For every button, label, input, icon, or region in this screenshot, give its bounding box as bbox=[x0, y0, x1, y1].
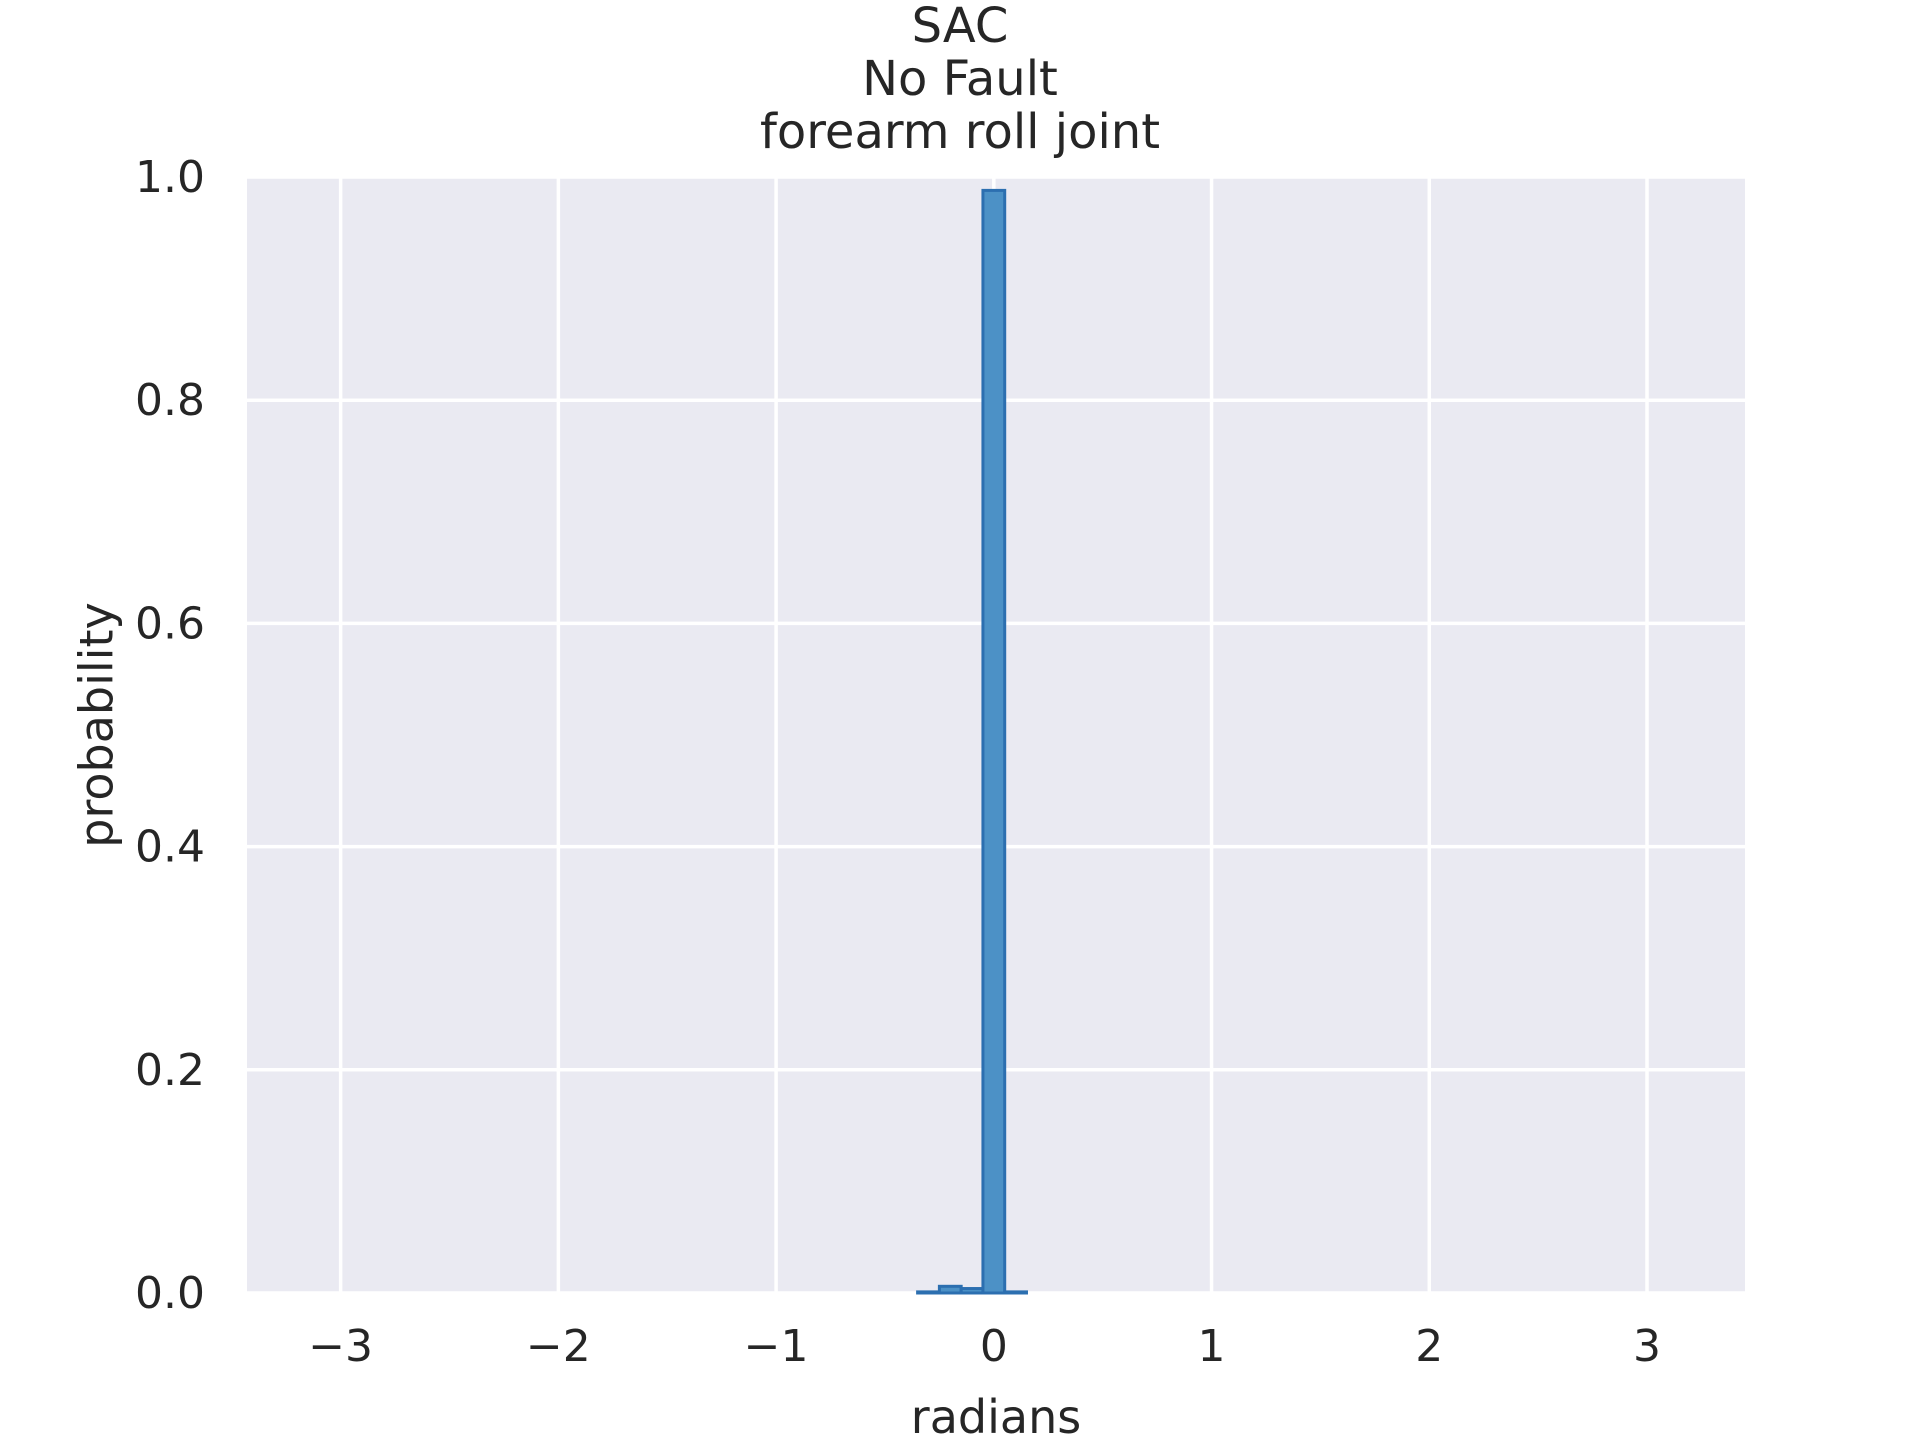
histogram-bar bbox=[916, 1290, 941, 1295]
x-tick-label: 2 bbox=[1415, 1321, 1443, 1372]
x-tick-label: 1 bbox=[1198, 1321, 1226, 1372]
y-tick-label: 0.6 bbox=[135, 598, 205, 649]
y-tick-label: 0.4 bbox=[135, 822, 205, 873]
y-tick-label: 0.2 bbox=[135, 1045, 205, 1096]
y-tick-label: 0.0 bbox=[135, 1268, 205, 1319]
grid-lines bbox=[247, 175, 1745, 1295]
histogram-bar bbox=[959, 1287, 985, 1295]
x-tick-label: −3 bbox=[308, 1321, 373, 1372]
histogram-bars bbox=[916, 188, 1028, 1295]
y-axis-ticks: 0.0 0.2 0.4 0.6 0.8 1.0 bbox=[135, 152, 205, 1319]
chart-title-line-1: SAC bbox=[911, 0, 1009, 54]
chart-title-line-3: forearm roll joint bbox=[759, 104, 1161, 160]
histogram-bar bbox=[981, 188, 1007, 1295]
y-tick-label: 1.0 bbox=[135, 152, 205, 203]
x-tick-label: −2 bbox=[526, 1321, 591, 1372]
y-tick-label: 0.8 bbox=[135, 375, 205, 426]
y-axis-label: probability bbox=[70, 602, 124, 847]
x-axis-label: radians bbox=[911, 1390, 1081, 1440]
histogram-bar bbox=[937, 1284, 963, 1295]
x-tick-label: −1 bbox=[744, 1321, 809, 1372]
x-tick-label: 3 bbox=[1633, 1321, 1661, 1372]
x-axis-ticks: −3 −2 −1 0 1 2 3 bbox=[308, 1321, 1661, 1372]
chart-title-line-2: No Fault bbox=[862, 51, 1058, 107]
x-tick-label: 0 bbox=[980, 1321, 1008, 1372]
histogram-bar bbox=[1003, 1290, 1028, 1295]
